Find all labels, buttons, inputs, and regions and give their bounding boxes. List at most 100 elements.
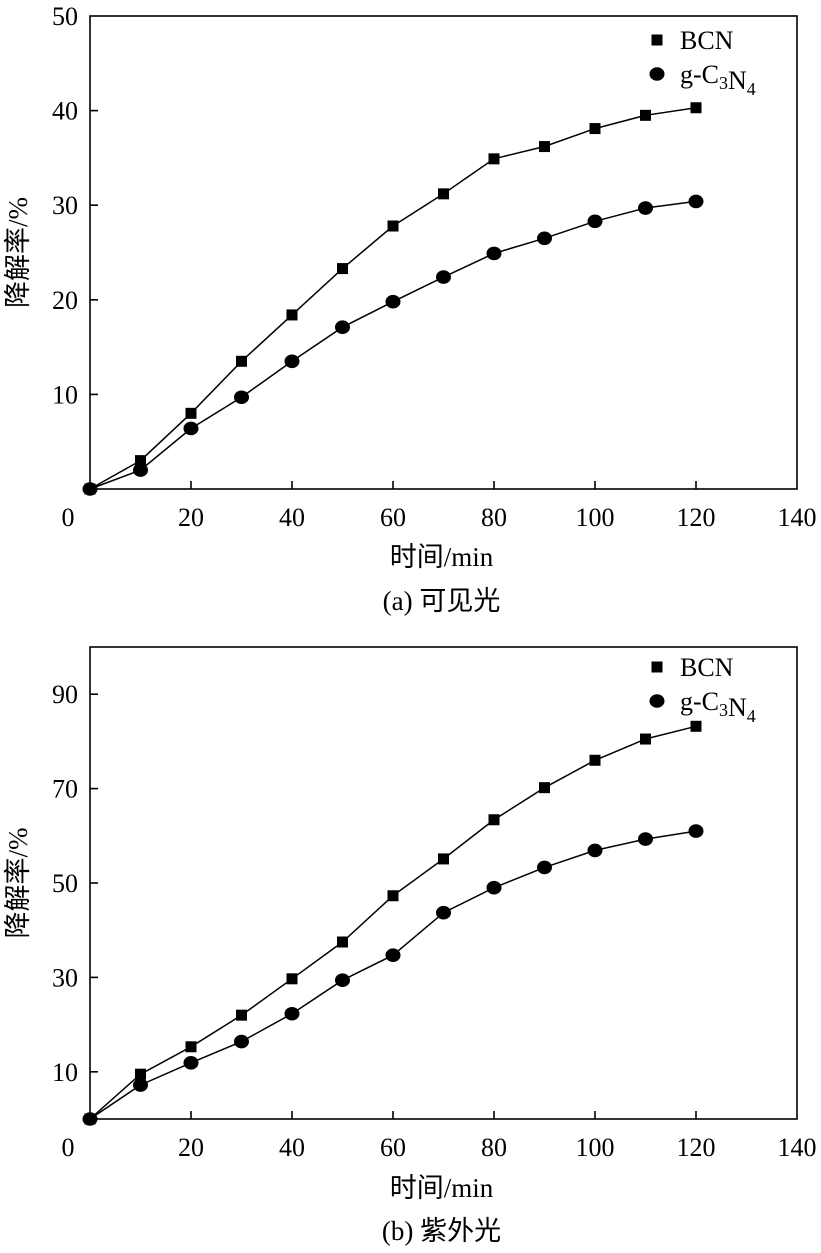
data-point-bcn	[539, 782, 550, 794]
legend-marker-gc3n4	[649, 67, 665, 81]
x-axis-title: 时间/min	[390, 1173, 494, 1203]
y-tick-label: 10	[52, 1058, 78, 1087]
data-point-bcn	[337, 263, 348, 275]
data-point-gc3n4	[385, 948, 401, 963]
data-point-bcn	[387, 890, 399, 902]
y-tick-label: 20	[52, 286, 78, 315]
data-point-bcn	[438, 188, 449, 200]
data-point-gc3n4	[183, 421, 199, 436]
data-point-gc3n4	[587, 214, 603, 229]
data-point-gc3n4	[537, 860, 552, 875]
data-point-gc3n4	[436, 905, 451, 920]
y-tick-label: 10	[52, 380, 78, 409]
data-point-gc3n4	[335, 973, 350, 988]
x-tick-label: 100	[576, 503, 615, 532]
legend-label-bcn: BCN	[680, 653, 734, 682]
data-point-bcn	[236, 1009, 247, 1021]
legend-text-part: N	[728, 693, 747, 722]
data-point-gc3n4	[385, 294, 401, 309]
x-tick-label: 40	[279, 503, 305, 532]
data-point-gc3n4	[638, 201, 653, 215]
y-tick-label: 70	[52, 775, 78, 804]
x-tick-label: 80	[481, 1133, 507, 1162]
data-point-bcn	[236, 355, 247, 367]
x-tick-label: 0	[62, 503, 75, 532]
series-line-2	[89, 830, 697, 1120]
data-point-gc3n4	[133, 463, 148, 477]
y-tick-label: 40	[52, 97, 78, 126]
data-point-gc3n4	[486, 880, 502, 895]
legend-subscript: 4	[747, 79, 756, 99]
data-point-gc3n4	[486, 246, 502, 261]
series-line-1	[89, 725, 697, 1120]
chart-caption: (a) 可见光	[383, 586, 501, 616]
x-tick-label: 140	[778, 1133, 817, 1162]
x-tick-label: 40	[279, 1133, 305, 1162]
legend-label-gc3n4: g-C3N4	[680, 60, 756, 99]
legend-text-part: g-C	[680, 687, 719, 716]
data-point-bcn	[337, 936, 348, 948]
legend-subscript: 4	[747, 706, 756, 726]
data-point-bcn	[387, 220, 399, 232]
y-axis-title: 降解率/%	[3, 197, 33, 308]
data-point-bcn	[185, 407, 197, 419]
data-point-gc3n4	[688, 824, 704, 838]
legend-text-part: g-C	[680, 60, 719, 89]
x-tick-label: 120	[677, 503, 716, 532]
data-point-gc3n4	[82, 482, 98, 496]
x-tick-label: 60	[380, 1133, 406, 1162]
chart-panel-a: 0 20 40 60 80 100 120 140 10 20 30 40 50 时间/min 降解率/% (…	[3, 2, 817, 616]
data-point-bcn	[488, 153, 500, 165]
data-point-gc3n4	[587, 843, 603, 858]
data-point-bcn	[135, 1068, 146, 1080]
data-point-gc3n4	[335, 320, 350, 335]
y-tick-label: 30	[52, 191, 78, 220]
data-point-bcn	[286, 973, 298, 985]
data-point-gc3n4	[234, 1034, 249, 1049]
data-point-bcn	[589, 754, 601, 766]
y-axis-title: 降解率/%	[3, 828, 33, 939]
data-point-bcn	[589, 123, 601, 135]
data-point-bcn	[135, 455, 146, 467]
data-point-gc3n4	[688, 194, 704, 209]
data-point-gc3n4	[183, 1056, 199, 1070]
y-tick-label: 90	[52, 680, 78, 709]
y-tick-label: 30	[52, 963, 78, 992]
x-tick-label: 80	[481, 503, 507, 532]
legend-marker-bcn	[651, 34, 663, 46]
data-point-gc3n4	[234, 390, 249, 405]
y-tick-label: 50	[52, 869, 78, 898]
data-point-gc3n4	[284, 1006, 300, 1021]
data-point-gc3n4	[82, 1112, 98, 1126]
data-point-bcn	[438, 853, 449, 865]
x-tick-label: 100	[576, 1133, 615, 1162]
chart-caption: (b) 紫外光	[382, 1216, 501, 1246]
data-point-bcn	[690, 102, 702, 114]
series-line-2	[89, 200, 697, 490]
legend-label-gc3n4: g-C3N4	[680, 687, 756, 726]
data-point-bcn	[185, 1041, 197, 1053]
legend-subscript: 3	[719, 73, 728, 93]
x-tick-label: 120	[677, 1133, 716, 1162]
x-tick-label: 140	[778, 503, 817, 532]
data-point-gc3n4	[638, 832, 653, 846]
data-point-bcn	[488, 814, 500, 826]
legend-marker-bcn	[651, 661, 663, 673]
legend-subscript: 3	[719, 700, 728, 720]
x-tick-label: 20	[178, 1133, 204, 1162]
x-tick-label: 20	[178, 503, 204, 532]
x-tick-label: 0	[62, 1133, 75, 1162]
x-tick-label: 60	[380, 503, 406, 532]
data-point-bcn	[286, 309, 298, 321]
legend-label-bcn: BCN	[680, 26, 734, 55]
data-point-gc3n4	[436, 270, 451, 284]
data-point-bcn	[690, 720, 702, 732]
data-point-bcn	[539, 141, 550, 153]
data-point-bcn	[640, 733, 651, 745]
data-point-bcn	[640, 109, 651, 121]
legend-text-part: N	[728, 66, 747, 95]
plot-frame	[89, 15, 798, 490]
data-point-gc3n4	[284, 354, 300, 369]
x-axis-title: 时间/min	[390, 542, 494, 572]
